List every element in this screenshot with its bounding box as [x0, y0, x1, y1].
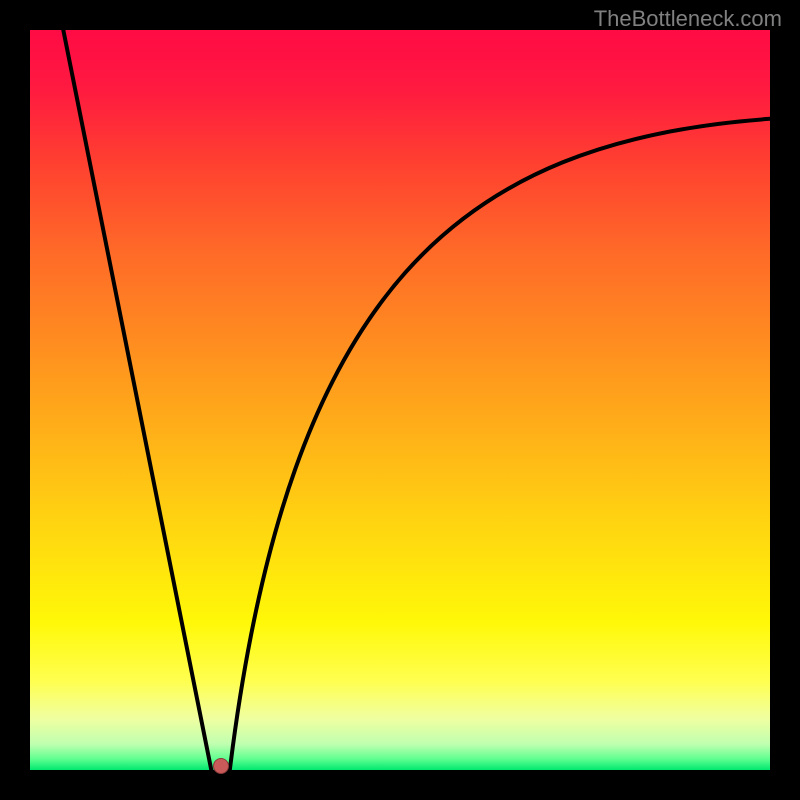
optimum-marker	[213, 758, 229, 774]
bottleneck-curve	[30, 30, 770, 770]
watermark-text: TheBottleneck.com	[594, 6, 782, 32]
plot-area	[30, 30, 770, 770]
